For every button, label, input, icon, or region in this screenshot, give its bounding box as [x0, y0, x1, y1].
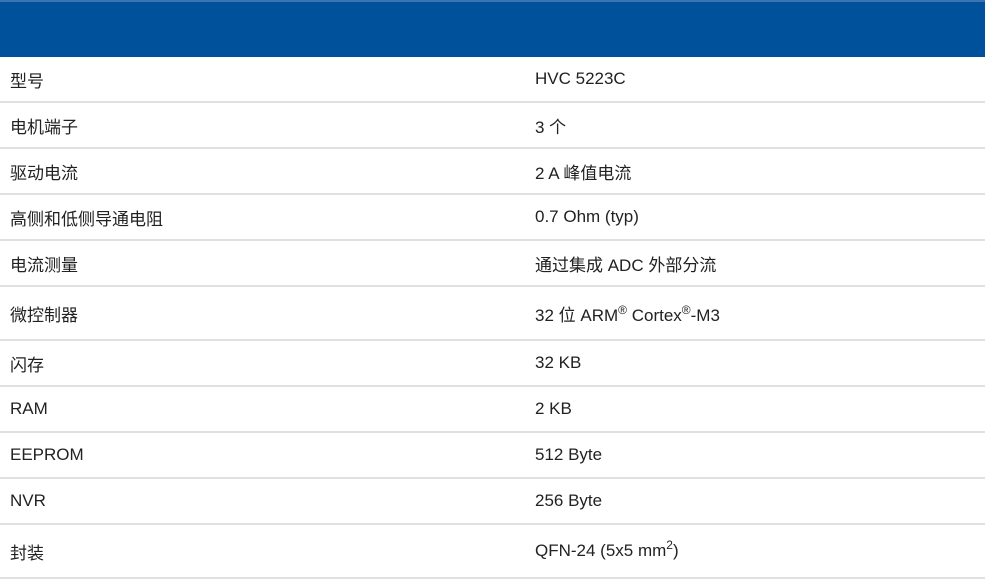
value-text: QFN-24 (5x5 mm — [535, 541, 667, 560]
row-label: EEPROM — [10, 445, 84, 464]
row-label: NVR — [10, 491, 46, 510]
value-text: ) — [672, 541, 679, 560]
table-row-nvr: NVR 256 Byte — [0, 479, 985, 525]
table-row-motor-terminals: 电机端子 3 个 — [0, 103, 985, 149]
row-value: HVC 5223C — [535, 69, 626, 88]
table-row-current-measurement: 电流测量 通过集成 ADC 外部分流 — [0, 241, 985, 287]
table-row-drive-current: 驱动电流 2 A 峰值电流 — [0, 149, 985, 195]
row-value: 0.7 Ohm (typ) — [535, 207, 639, 226]
superscript: 2 — [666, 538, 673, 552]
table-row-package: 封装 QFN-24 (5x5 mm2) — [0, 525, 985, 579]
row-value: 32 位 ARM® Cortex®-M3 — [525, 301, 985, 326]
value-text: -M3 — [690, 305, 720, 325]
row-label: 电机端子 — [10, 117, 78, 137]
row-label: RAM — [10, 399, 48, 418]
row-label: 高侧和低侧导通电阻 — [10, 209, 163, 229]
row-value: 2 A 峰值电流 — [535, 163, 632, 183]
value-text: Cortex — [626, 305, 682, 325]
row-label: 型号 — [10, 71, 44, 91]
table-row-model: 型号 HVC 5223C — [0, 57, 985, 103]
row-label: 闪存 — [10, 355, 44, 375]
row-label: 驱动电流 — [10, 163, 78, 183]
registered-mark: ® — [618, 302, 627, 317]
table-row-on-resistance: 高侧和低侧导通电阻 0.7 Ohm (typ) — [0, 195, 985, 241]
table-row-microcontroller: 微控制器 32 位 ARM® Cortex®-M3 — [0, 287, 985, 341]
row-value: 通过集成 ADC 外部分流 — [535, 255, 717, 275]
row-value: 256 Byte — [535, 491, 603, 510]
spec-table: 型号 HVC 5223C 电机端子 3 个 驱动电流 2 A 峰值电流 高侧和低… — [0, 57, 985, 579]
table-header-bar — [0, 0, 985, 57]
row-label: 封装 — [10, 543, 44, 563]
row-label: 电流测量 — [10, 255, 78, 275]
row-value: 32 KB — [535, 353, 582, 372]
registered-mark: ® — [681, 302, 691, 317]
row-value: 512 Byte — [535, 445, 603, 464]
table-row-ram: RAM 2 KB — [0, 387, 985, 433]
value-text: 32 位 ARM — [535, 305, 619, 325]
table-row-flash: 闪存 32 KB — [0, 341, 985, 387]
row-value: QFN-24 (5x5 mm2) — [525, 538, 985, 561]
row-value: 3 个 — [535, 117, 567, 137]
table-row-eeprom: EEPROM 512 Byte — [0, 433, 985, 479]
row-value: 2 KB — [535, 399, 572, 418]
row-label: 微控制器 — [10, 305, 78, 325]
